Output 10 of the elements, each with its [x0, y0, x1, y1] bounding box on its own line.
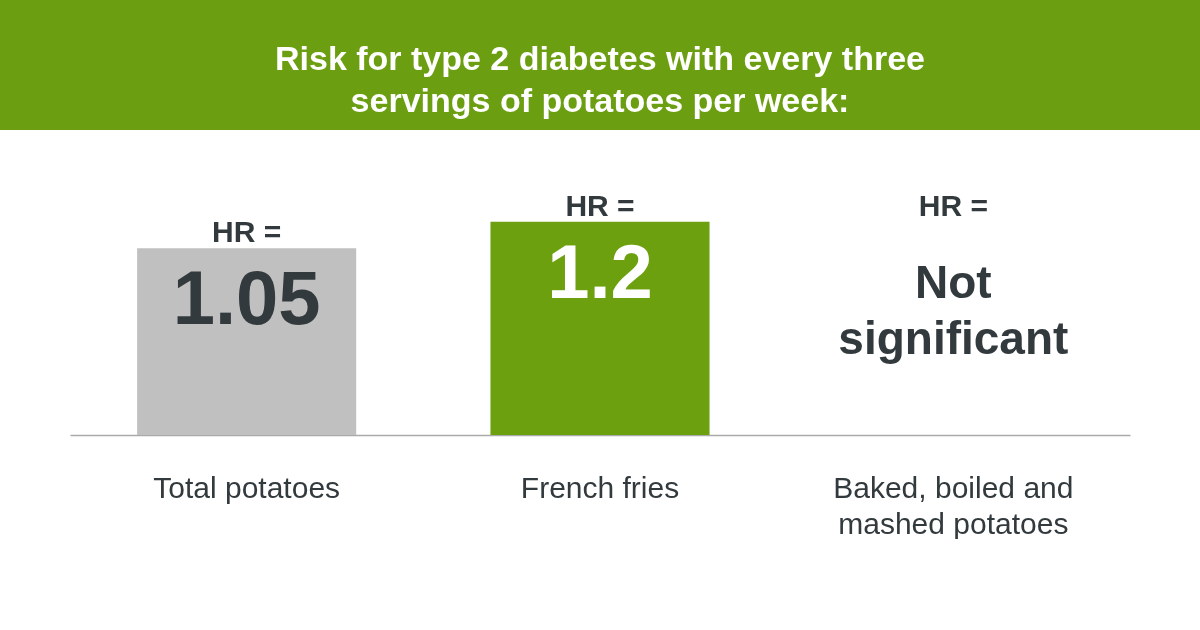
x-tick-label: Baked, boiled and mashed potatoes	[833, 470, 1074, 540]
data-label: 1.05	[172, 255, 321, 341]
chart-title: Risk for type 2 diabetes with every three servings of potatoes per week:	[274, 39, 926, 119]
x-tick-label: French fries	[520, 470, 680, 504]
x-tick-label: Total potatoes	[153, 470, 341, 504]
annotation: HR =	[212, 215, 282, 249]
annotation: HR =	[918, 188, 988, 222]
annotation: HR =	[565, 188, 635, 222]
text: Not significant	[838, 255, 1069, 364]
data-label: 1.2	[547, 228, 653, 314]
